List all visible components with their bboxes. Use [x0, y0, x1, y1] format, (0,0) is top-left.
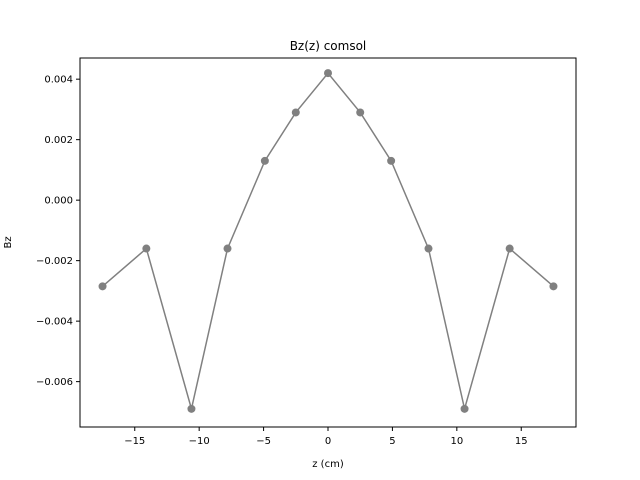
data-point: [549, 282, 558, 291]
data-point: [223, 244, 232, 253]
x-axis-label: z (cm): [312, 459, 344, 470]
data-point: [460, 404, 469, 413]
x-tick-label: −15: [124, 436, 145, 447]
data-point: [187, 404, 196, 413]
y-tick-label: −0.004: [36, 317, 73, 328]
data-point: [324, 69, 332, 78]
data-point: [98, 282, 107, 291]
data-point: [356, 108, 365, 117]
x-tick-label: 5: [389, 436, 395, 447]
x-axis-ticks: −15 −10 −5 0 5 10 15: [124, 427, 528, 447]
x-tick-label: 10: [450, 436, 463, 447]
y-tick-label: 0.004: [44, 75, 73, 86]
x-tick-label: −5: [256, 436, 271, 447]
y-axis-ticks: −0.006 −0.004 −0.002 0.000 0.002 0.004: [36, 75, 80, 388]
y-tick-label: 0.000: [44, 196, 73, 207]
y-tick-label: 0.002: [44, 135, 73, 146]
data-point: [142, 244, 151, 253]
chart-title: Bz(z) comsol: [290, 39, 367, 53]
data-point: [424, 244, 433, 253]
x-tick-label: −10: [189, 436, 210, 447]
data-point: [505, 244, 514, 253]
series-layer: [98, 69, 558, 413]
data-point: [387, 156, 396, 165]
data-point: [291, 108, 300, 117]
data-point: [260, 156, 269, 165]
x-tick-label: 15: [515, 436, 528, 447]
x-tick-label: 0: [325, 436, 331, 447]
y-tick-label: −0.002: [36, 256, 73, 267]
y-tick-label: −0.006: [36, 377, 73, 388]
y-axis-label: Bz: [3, 236, 14, 248]
